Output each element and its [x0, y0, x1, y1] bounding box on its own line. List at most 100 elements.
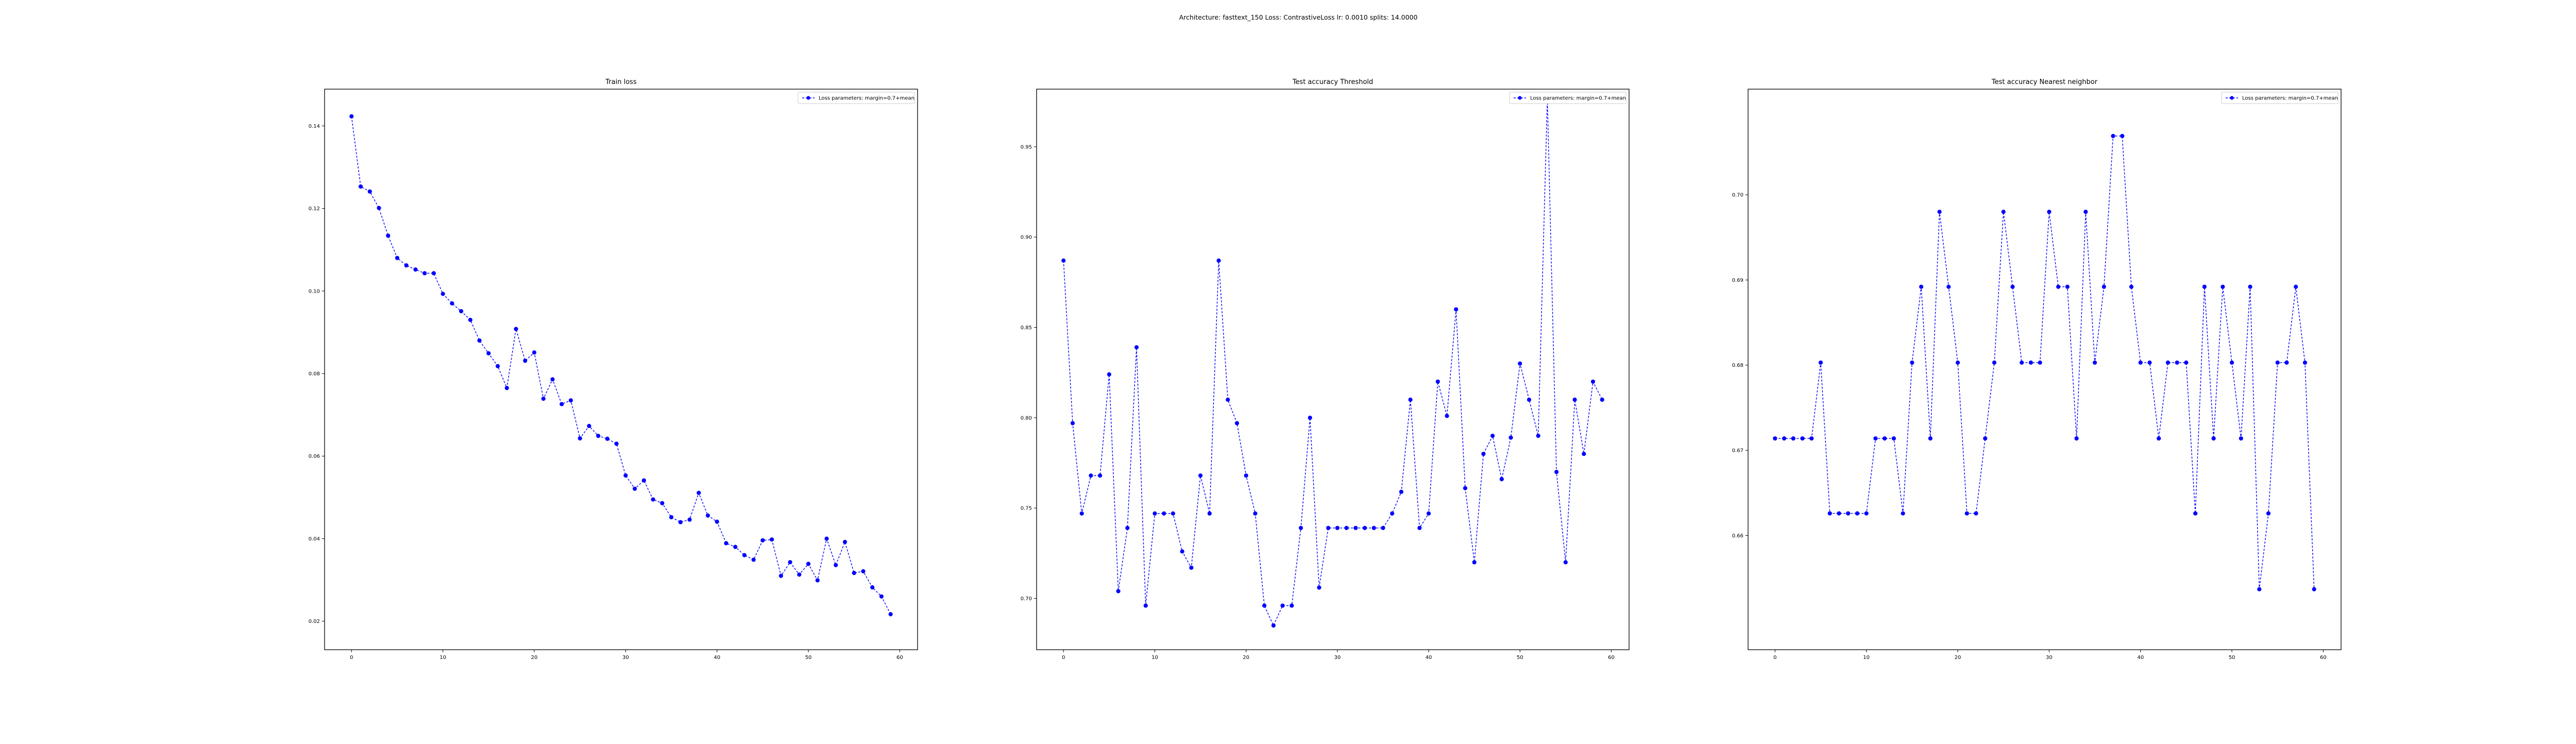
x-tick-label: 20 — [1955, 655, 1961, 661]
x-tick-label: 0 — [350, 655, 353, 661]
data-point — [1171, 511, 1176, 516]
data-point — [678, 520, 683, 525]
x-tick-label: 20 — [531, 655, 538, 661]
data-point — [1554, 469, 1559, 475]
data-point — [879, 594, 884, 599]
data-point — [1928, 436, 1933, 441]
y-tick-label: 0.80 — [1021, 415, 1032, 421]
data-point — [1472, 560, 1477, 565]
data-point — [1308, 415, 1312, 420]
y-tick-label: 0.67 — [1732, 448, 1743, 454]
legend-label: Loss parameters: margin=0.7+mean — [1530, 96, 1626, 102]
data-point — [1809, 436, 1814, 441]
data-point — [1527, 397, 1532, 402]
data-point — [1855, 511, 1860, 516]
data-point — [1061, 258, 1066, 263]
x-tick-label: 20 — [1243, 655, 1249, 661]
data-point — [1079, 511, 1084, 516]
data-point — [1116, 589, 1121, 594]
data-point — [1125, 526, 1130, 530]
data-point — [1153, 511, 1157, 516]
data-point — [2047, 210, 2052, 214]
y-tick-label: 0.66 — [1732, 533, 1743, 539]
data-point — [1974, 511, 1978, 516]
data-point — [568, 398, 573, 403]
data-point — [523, 359, 528, 363]
x-tick-label: 40 — [1426, 655, 1432, 661]
data-point — [532, 350, 537, 355]
data-point — [641, 478, 646, 483]
data-point — [2193, 511, 2198, 516]
data-point — [1290, 603, 1294, 608]
data-point — [1371, 526, 1376, 530]
data-point — [1572, 397, 1577, 402]
data-point — [1399, 489, 1403, 494]
y-tick-label: 0.14 — [309, 124, 320, 129]
x-tick-label: 60 — [2320, 655, 2327, 661]
y-tick-label: 0.90 — [1021, 235, 1032, 241]
legend: Loss parameters: margin=0.7+mean — [798, 92, 915, 104]
data-point — [2147, 360, 2152, 365]
data-point — [1381, 526, 1385, 530]
data-point — [861, 569, 866, 573]
data-point — [1600, 397, 1604, 402]
data-point — [495, 364, 500, 368]
data-point — [614, 442, 619, 446]
data-point — [660, 501, 665, 505]
data-point — [1910, 360, 1914, 365]
data-point — [486, 351, 491, 356]
y-tick-label: 0.70 — [1021, 596, 1032, 602]
data-point — [760, 538, 765, 543]
data-point — [842, 539, 848, 544]
data-point — [815, 578, 820, 583]
y-tick-label: 0.04 — [309, 536, 320, 542]
y-tick-label: 0.68 — [1732, 363, 1743, 368]
data-point — [1226, 397, 1230, 402]
data-point — [1408, 397, 1413, 402]
data-point — [705, 513, 710, 518]
data-point — [1864, 511, 1869, 516]
data-point — [1280, 603, 1285, 608]
x-tick-label: 30 — [622, 655, 629, 661]
data-point — [2211, 436, 2216, 441]
data-point — [541, 396, 546, 401]
legend: Loss parameters: margin=0.7+mean — [2221, 92, 2338, 104]
data-point — [806, 562, 811, 566]
data-point — [1390, 511, 1395, 516]
data-point — [1582, 451, 1586, 456]
data-point — [2074, 436, 2079, 441]
chart-panel-3: Test accuracy Nearest neighbor 0 10 20 30 40 5… — [1732, 78, 2342, 661]
data-point — [2001, 210, 2006, 214]
data-point — [770, 537, 774, 542]
data-point — [386, 233, 391, 238]
data-point — [1919, 284, 1924, 289]
figure-suptitle: Architecture: fasttext_150 Loss: Contras… — [1179, 13, 1418, 21]
data-point — [2157, 436, 2161, 441]
legend-label: Loss parameters: margin=0.7+mean — [2242, 96, 2338, 102]
data-point — [633, 486, 637, 491]
data-point — [1098, 473, 1103, 478]
data-point — [1509, 435, 1513, 440]
data-point — [1162, 511, 1166, 516]
data-point — [1262, 603, 1267, 608]
chart-title: Train loss — [605, 78, 637, 86]
data-point — [1298, 526, 1303, 530]
data-point — [1253, 511, 1258, 516]
legend-marker — [2230, 96, 2234, 100]
y-tick-label: 0.02 — [309, 619, 320, 624]
data-point — [404, 263, 409, 268]
data-point — [1089, 473, 1093, 478]
legend: Loss parameters: margin=0.7+mean — [1509, 92, 1626, 104]
data-point — [2221, 284, 2225, 289]
data-point — [1983, 436, 1988, 441]
data-point — [2266, 511, 2271, 516]
data-point — [2275, 360, 2280, 365]
legend-box — [1509, 92, 1626, 104]
y-tick-label: 0.06 — [309, 454, 320, 460]
data-point — [1189, 565, 1194, 570]
data-point — [888, 612, 893, 617]
data-point — [651, 497, 655, 502]
data-point — [1463, 486, 1468, 491]
data-point — [1445, 414, 1449, 418]
